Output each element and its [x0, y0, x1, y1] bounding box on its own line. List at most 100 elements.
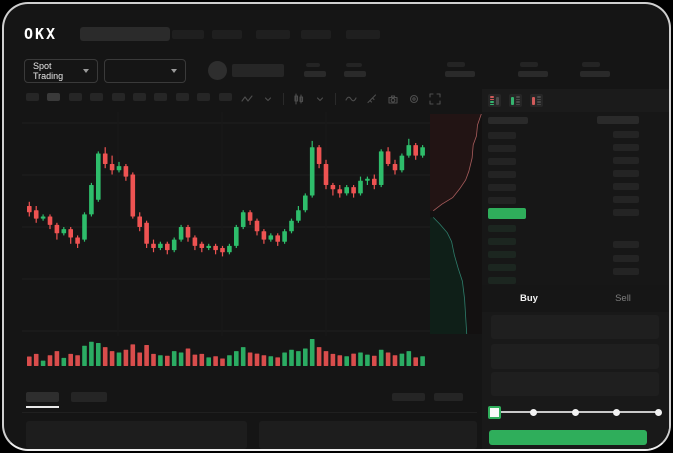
line-tool-icon[interactable]	[345, 93, 357, 105]
timeframe-button-skeleton[interactable]	[47, 93, 61, 101]
chevron-down-icon[interactable]	[262, 93, 274, 105]
market-type-label: Spot Trading	[33, 61, 64, 81]
separator	[283, 93, 284, 105]
bid-row-skeleton[interactable]	[488, 251, 516, 258]
volume-bars	[27, 339, 425, 366]
buy-sell-tabs: Buy Sell	[482, 285, 669, 312]
market-type-select[interactable]: Spot Trading	[24, 59, 98, 83]
slider-stop[interactable]	[571, 408, 579, 416]
slider-stop[interactable]	[654, 408, 662, 416]
ask-row-skeleton[interactable]	[488, 158, 516, 165]
ask-row-skeleton[interactable]	[488, 132, 516, 139]
bid-row-skeleton[interactable]	[488, 238, 516, 245]
chevron-down-icon	[83, 69, 89, 73]
orders-table-skeleton	[26, 421, 247, 449]
right-col-row-skeleton[interactable]	[613, 209, 639, 216]
ask-row-skeleton[interactable]	[488, 145, 516, 152]
orderbook-panel: Buy Sell	[482, 89, 669, 449]
price-input-skeleton[interactable]	[491, 315, 659, 339]
ask-row-skeleton[interactable]	[488, 197, 516, 204]
history-table-skeleton	[259, 421, 477, 449]
chevron-down-icon	[171, 69, 177, 73]
tab-buy[interactable]: Buy	[520, 293, 538, 304]
search-input[interactable]	[80, 27, 170, 41]
timeframe-button-skeleton[interactable]	[90, 93, 104, 101]
timeframe-button-skeleton[interactable]	[133, 93, 146, 101]
stat-label-skeleton	[447, 62, 465, 67]
pair-select[interactable]	[104, 59, 186, 83]
last-price-highlight[interactable]	[488, 208, 526, 219]
tab-sell[interactable]: Sell	[615, 293, 631, 304]
slider-handle[interactable]	[487, 406, 501, 419]
book-both-sides-icon[interactable]	[488, 94, 501, 107]
order-form	[482, 312, 669, 449]
right-col-row-skeleton[interactable]	[613, 241, 639, 248]
chevron-down-icon[interactable]	[314, 93, 326, 105]
bottom-action-skeleton[interactable]	[392, 393, 425, 401]
right-col-row-skeleton[interactable]	[613, 144, 639, 151]
slider-stop[interactable]	[613, 408, 620, 416]
amount-input-skeleton[interactable]	[491, 344, 659, 369]
order-history-tab-skeleton[interactable]	[71, 392, 107, 402]
right-col-row-skeleton[interactable]	[613, 196, 639, 203]
right-col-row-skeleton[interactable]	[613, 183, 639, 190]
camera-icon[interactable]	[387, 93, 399, 105]
timeframe-button-skeleton[interactable]	[111, 93, 125, 101]
stat-label-skeleton	[306, 63, 320, 67]
right-col-row-skeleton[interactable]	[613, 254, 639, 262]
stat-value-skeleton	[518, 71, 548, 77]
bid-row-skeleton[interactable]	[488, 225, 516, 232]
right-col-row-skeleton[interactable]	[613, 131, 639, 138]
orderbook-view-toggles	[482, 89, 669, 112]
okx-logo[interactable]: OKX	[24, 25, 58, 43]
ask-row-skeleton[interactable]	[488, 171, 516, 178]
separator	[335, 93, 336, 105]
slider-stop[interactable]	[530, 408, 537, 416]
nav-item-skeleton[interactable]	[256, 30, 290, 39]
stat-value-skeleton	[445, 71, 475, 77]
fullscreen-icon[interactable]	[429, 93, 441, 105]
book-buys-only-icon[interactable]	[509, 94, 522, 107]
ask-price-header-skeleton	[488, 117, 528, 124]
nav-item-skeleton[interactable]	[346, 30, 380, 39]
stat-label-skeleton	[346, 63, 362, 67]
nav-item-skeleton[interactable]	[172, 30, 204, 39]
right-col-row-skeleton[interactable]	[613, 268, 639, 275]
right-col-row-skeleton[interactable]	[613, 170, 639, 177]
bid-row-skeleton[interactable]	[488, 264, 516, 271]
stat-value-skeleton	[344, 71, 366, 77]
depth-chart	[430, 113, 484, 335]
book-sells-only-icon[interactable]	[530, 94, 543, 107]
coin-avatar	[208, 61, 227, 80]
nav-item-skeleton[interactable]	[212, 30, 242, 39]
stat-label-skeleton	[520, 62, 538, 67]
pair-name-skeleton	[232, 64, 284, 77]
timeframe-button-skeleton[interactable]	[175, 93, 189, 101]
divider	[22, 412, 477, 413]
total-input-skeleton[interactable]	[491, 372, 659, 396]
candles	[27, 138, 425, 257]
orders-active-tab-underline	[26, 406, 59, 408]
submit-buy-button[interactable]	[489, 430, 647, 445]
candle-style-icon[interactable]	[293, 93, 305, 105]
timeframe-button-skeleton[interactable]	[68, 93, 82, 101]
settings-icon[interactable]	[408, 93, 420, 105]
orders-tab-skeleton[interactable]	[26, 392, 59, 402]
timeframe-button-skeleton[interactable]	[218, 93, 232, 101]
timeframe-button-skeleton[interactable]	[197, 93, 211, 101]
ask-row-skeleton[interactable]	[488, 184, 516, 191]
chart-tools	[241, 92, 441, 106]
stat-value-skeleton	[580, 71, 610, 77]
timeframe-button-skeleton[interactable]	[154, 93, 168, 101]
bottom-action-skeleton[interactable]	[434, 393, 463, 401]
right-col-row-skeleton[interactable]	[613, 157, 639, 164]
nav-item-skeleton[interactable]	[301, 30, 331, 39]
timeframe-button-skeleton[interactable]	[26, 93, 39, 101]
stat-value-skeleton	[304, 71, 326, 77]
stat-label-skeleton	[582, 62, 600, 67]
zigzag-indicator-icon[interactable]	[241, 93, 253, 105]
candlestick-chart[interactable]	[22, 112, 430, 374]
bid-row-skeleton[interactable]	[488, 277, 516, 284]
ruler-tool-icon[interactable]	[366, 93, 378, 105]
